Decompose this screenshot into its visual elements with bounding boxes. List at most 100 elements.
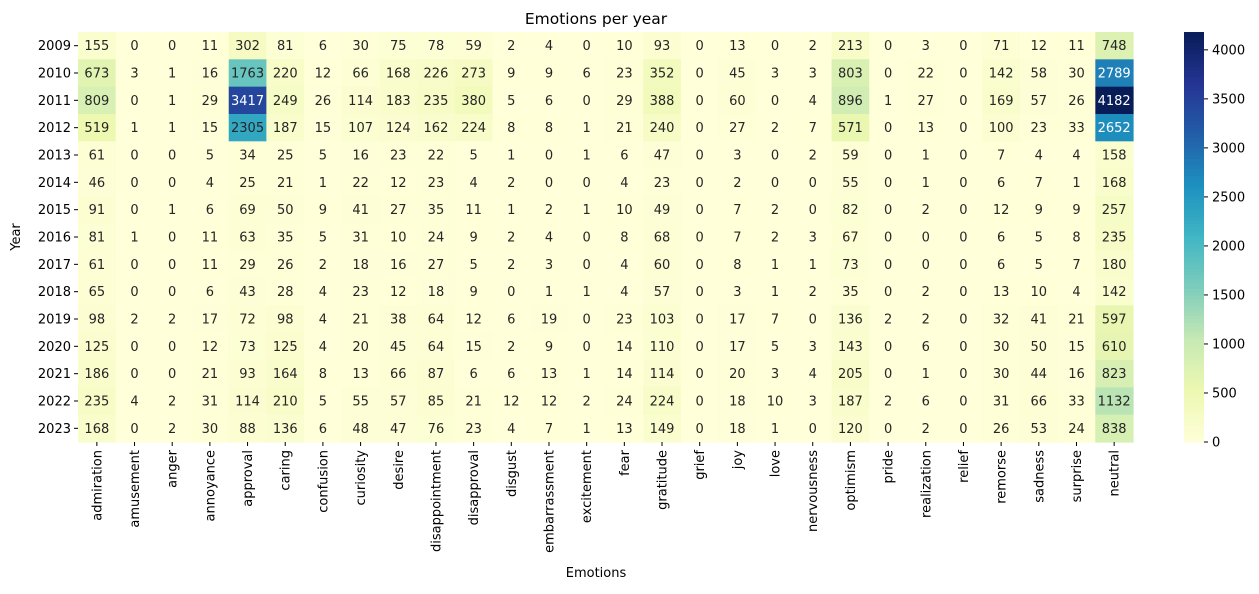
cell-value-label: 29 bbox=[616, 94, 633, 109]
cell-value-label: 17 bbox=[729, 340, 746, 355]
colorbar-segment bbox=[1184, 93, 1204, 98]
cell-value-label: 19 bbox=[541, 313, 558, 328]
heatmap-cell bbox=[1057, 278, 1096, 306]
heatmap-cell bbox=[906, 196, 946, 224]
heatmap-cell bbox=[1019, 360, 1059, 388]
heatmap-cell bbox=[756, 32, 795, 60]
heatmap-cell bbox=[191, 305, 230, 334]
cell-value-label: 12 bbox=[202, 340, 219, 355]
cell-value-label: 823 bbox=[1102, 367, 1127, 382]
heatmap-cell bbox=[869, 32, 908, 60]
heatmap-cell bbox=[718, 414, 757, 443]
heatmap-cell bbox=[906, 250, 946, 279]
cell-value-label: 18 bbox=[729, 422, 746, 437]
cell-value-label: 59 bbox=[465, 39, 482, 54]
cell-value-label: 55 bbox=[352, 395, 369, 410]
cell-value-label: 10 bbox=[616, 39, 633, 54]
x-tick-label: amusement bbox=[128, 450, 143, 528]
cell-value-label: 0 bbox=[583, 94, 591, 109]
heatmap-cell bbox=[266, 387, 305, 416]
cell-value-label: 1132 bbox=[1098, 395, 1131, 410]
heatmap-cell bbox=[1095, 360, 1134, 388]
heatmap-cell bbox=[944, 387, 983, 416]
heatmap-cell bbox=[1057, 59, 1096, 88]
cell-value-label: 27 bbox=[390, 203, 407, 218]
colorbar-segment bbox=[1184, 428, 1204, 433]
cell-value-label: 57 bbox=[1031, 94, 1048, 109]
cell-value-label: 50 bbox=[277, 203, 294, 218]
cell-value-label: 59 bbox=[842, 149, 859, 164]
cell-value-label: 2 bbox=[319, 258, 327, 273]
cell-value-label: 748 bbox=[1102, 39, 1127, 54]
heatmap-cell bbox=[756, 305, 795, 334]
cell-value-label: 55 bbox=[842, 176, 859, 191]
cell-value-label: 4 bbox=[206, 176, 214, 191]
cell-value-label: 2 bbox=[922, 422, 930, 437]
heatmap-cell bbox=[115, 86, 154, 115]
heatmap-cells bbox=[78, 32, 1134, 443]
heatmap-cell bbox=[718, 196, 757, 224]
cell-value-label: 11 bbox=[202, 231, 219, 246]
colorbar-segment bbox=[1184, 366, 1204, 371]
colorbar-segment bbox=[1184, 278, 1204, 283]
heatmap-cell bbox=[906, 387, 946, 416]
colorbar-segment bbox=[1184, 141, 1204, 146]
cell-value-label: 0 bbox=[959, 340, 967, 355]
heatmap-cell bbox=[153, 278, 192, 306]
colorbar-segment bbox=[1184, 168, 1204, 173]
heatmap-cell bbox=[793, 305, 833, 334]
cell-value-label: 23 bbox=[352, 285, 369, 300]
heatmap-cell bbox=[793, 141, 833, 170]
heatmap-cell bbox=[567, 141, 607, 170]
heatmap-cell bbox=[643, 387, 682, 416]
colorbar-segment bbox=[1184, 353, 1204, 358]
heatmap-cell bbox=[115, 278, 154, 306]
heatmap-cell bbox=[718, 59, 757, 88]
cell-value-label: 2 bbox=[130, 313, 138, 328]
cell-value-label: 0 bbox=[884, 285, 892, 300]
cell-value-label: 11 bbox=[202, 39, 219, 54]
heatmap-cell bbox=[153, 196, 192, 224]
x-tick-label: curiosity bbox=[354, 450, 369, 506]
cell-value-label: 31 bbox=[993, 395, 1010, 410]
cell-value-label: 61 bbox=[89, 258, 106, 273]
colorbar-segment bbox=[1184, 182, 1204, 187]
heatmap-cell bbox=[115, 141, 154, 170]
heatmap-cell bbox=[605, 59, 644, 88]
heatmap-cell bbox=[379, 86, 418, 115]
heatmap-cell bbox=[492, 141, 531, 170]
heatmap-cell bbox=[454, 32, 494, 60]
heatmap-cell bbox=[1095, 332, 1134, 361]
heatmap-cell bbox=[228, 250, 267, 279]
cell-value-label: 0 bbox=[959, 313, 967, 328]
colorbar-segment bbox=[1184, 165, 1204, 170]
heatmap-cell bbox=[191, 114, 230, 142]
heatmap-cell bbox=[869, 250, 908, 279]
cell-value-label: 142 bbox=[989, 67, 1014, 82]
cell-value-label: 9 bbox=[469, 231, 477, 246]
heatmap-cell bbox=[1057, 360, 1096, 388]
heatmap-cell bbox=[304, 250, 343, 279]
heatmap-cell bbox=[228, 278, 267, 306]
cell-value-label: 35 bbox=[428, 203, 445, 218]
cell-value-label: 17 bbox=[202, 313, 219, 328]
cell-value-label: 30 bbox=[1068, 67, 1085, 82]
heatmap-cell bbox=[530, 414, 569, 443]
cell-value-label: 6 bbox=[319, 39, 327, 54]
cell-value-label: 46 bbox=[89, 176, 106, 191]
heatmap-cell bbox=[341, 59, 381, 88]
heatmap-cell bbox=[643, 86, 682, 115]
heatmap-cell bbox=[417, 414, 456, 443]
cell-value-label: 0 bbox=[168, 285, 176, 300]
heatmap-cell bbox=[793, 250, 833, 279]
heatmap-cell bbox=[266, 278, 305, 306]
heatmap-cell bbox=[492, 305, 531, 334]
y-tick-label: 2011 bbox=[38, 94, 71, 109]
heatmap-cell bbox=[304, 141, 343, 170]
cell-value-label: 0 bbox=[507, 285, 515, 300]
cell-value-label: 44 bbox=[1031, 367, 1048, 382]
cell-value-label: 21 bbox=[1068, 313, 1085, 328]
cell-value-label: 5 bbox=[771, 340, 779, 355]
colorbar-segment bbox=[1184, 349, 1204, 354]
colorbar-segment bbox=[1184, 360, 1204, 365]
